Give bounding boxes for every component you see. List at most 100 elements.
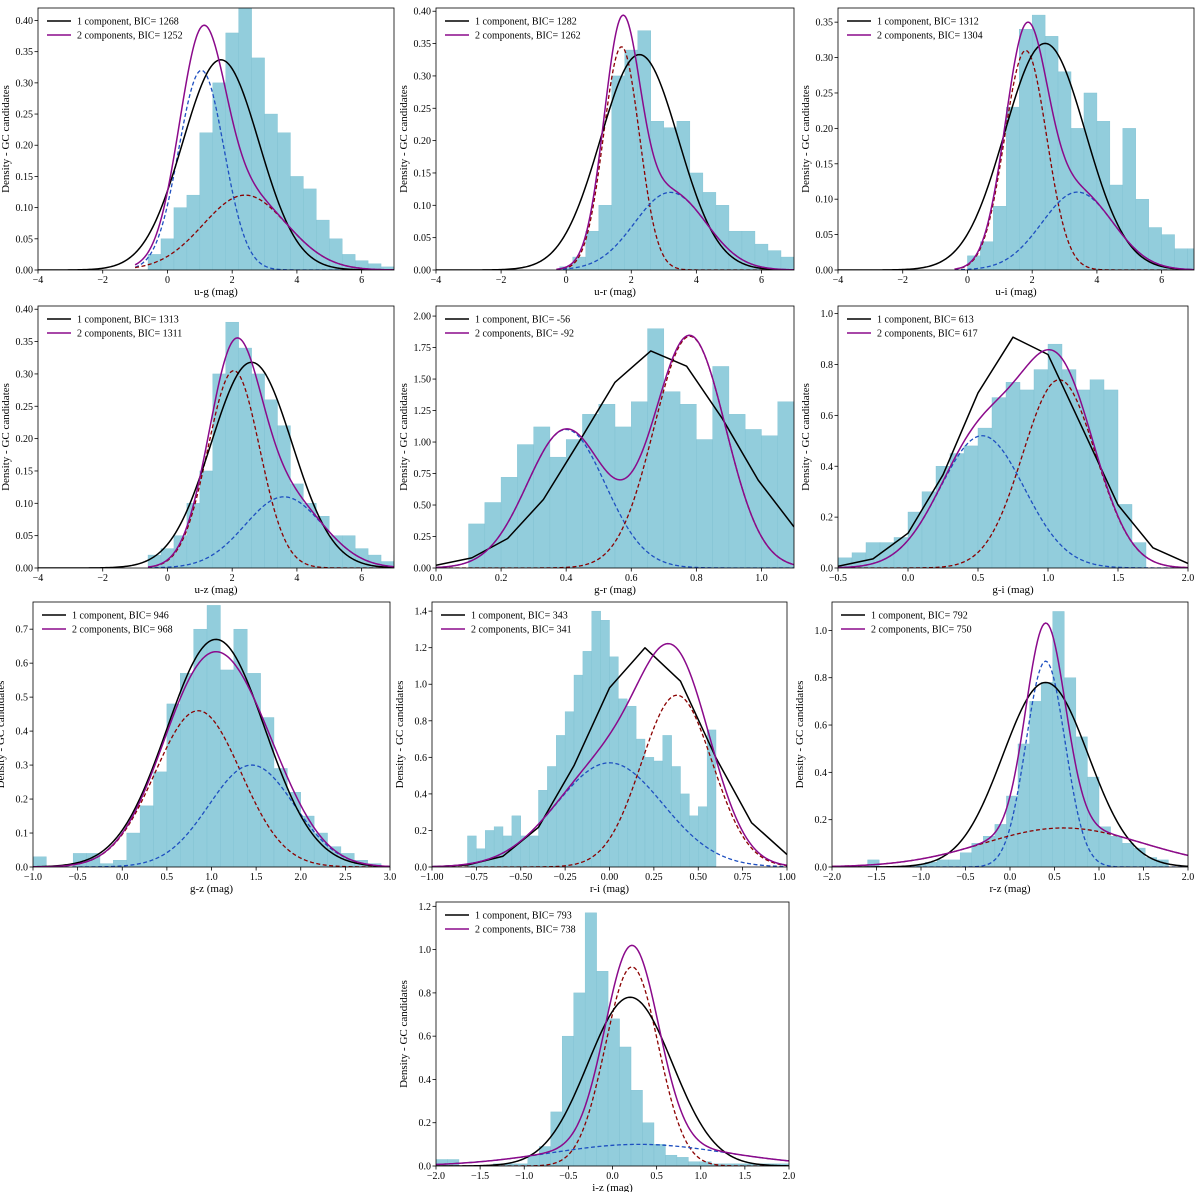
x-tick-label: 0.5 xyxy=(1048,872,1061,883)
y-tick-label: 0.00 xyxy=(816,266,834,277)
x-tick-label: 0.8 xyxy=(690,573,703,584)
y-tick-label: 0.05 xyxy=(16,531,34,542)
y-tick-label: 0.4 xyxy=(821,462,834,473)
y-tick-label: 0.75 xyxy=(414,469,432,480)
y-tick-label: 1.2 xyxy=(419,902,432,913)
x-tick-label: 0.75 xyxy=(734,872,752,883)
histogram-bar xyxy=(173,207,188,270)
plot-area xyxy=(38,321,394,568)
histogram-bar xyxy=(1040,682,1053,867)
x-tick-label: 0 xyxy=(165,275,170,286)
y-tick-label: 1.00 xyxy=(414,438,432,449)
x-tick-label: 2 xyxy=(230,573,235,584)
axes-frame xyxy=(37,7,395,271)
x-tick-label: 0.4 xyxy=(560,573,573,584)
histogram-bar xyxy=(186,194,201,270)
y-tick-label: 1.0 xyxy=(415,680,428,691)
y-tick-label: 0.40 xyxy=(16,16,34,27)
y-tick-label: 0.8 xyxy=(821,360,834,371)
x-tick-label: 6 xyxy=(359,573,364,584)
x-tick-label: 2.0 xyxy=(783,1171,796,1182)
y-tick-label: 1.4 xyxy=(415,607,428,618)
legend-label-two-components: 2 components, BIC= 968 xyxy=(72,625,173,636)
histogram-bar xyxy=(679,404,697,568)
x-tick-label: −4 xyxy=(431,275,442,286)
y-tick-label: 0.2 xyxy=(16,795,29,806)
x-tick-label: −0.5 xyxy=(956,872,974,883)
y-tick-label: 0.2 xyxy=(821,513,834,524)
legend: 1 component, BIC= 613 2 components, BIC= … xyxy=(847,315,978,340)
y-axis-label: Density - GC candidates xyxy=(800,85,812,193)
histogram-bar xyxy=(662,735,672,867)
x-axis-label: r-i (mag) xyxy=(590,883,630,895)
histogram-bar xyxy=(538,790,548,867)
histogram-bar xyxy=(139,805,154,867)
histogram-bar xyxy=(225,321,239,568)
histogram-bar xyxy=(688,1161,701,1166)
x-tick-label: 6 xyxy=(359,275,364,286)
y-axis-label: Density - GC candidates xyxy=(398,383,410,491)
x-tick-label: −2 xyxy=(496,275,507,286)
component-blue-dashed-curve xyxy=(148,496,394,568)
y-tick-label: 0.00 xyxy=(16,266,34,277)
histogram-bar xyxy=(1110,836,1123,867)
y-tick-label: 0.40 xyxy=(414,7,432,18)
x-tick-label: 2 xyxy=(230,275,235,286)
histogram-bar xyxy=(872,260,885,270)
y-axis-label: Density - GC candidates xyxy=(800,383,812,491)
legend-label-one-component: 1 component, BIC= 613 xyxy=(877,315,974,326)
x-tick-label: 1.5 xyxy=(250,872,263,883)
histogram-bar xyxy=(1006,795,1019,867)
y-axis-label: Density - GC candidates xyxy=(0,681,7,789)
x-tick-label: 6 xyxy=(759,275,764,286)
y-tick-label: 0.0 xyxy=(815,863,828,874)
histogram-bar xyxy=(153,771,168,867)
histogram-bar xyxy=(1096,121,1111,270)
y-tick-label: 0.8 xyxy=(419,988,432,999)
histogram-bar xyxy=(630,1090,643,1166)
y-tick-label: 0.05 xyxy=(414,233,432,244)
histogram-bar xyxy=(793,263,794,270)
component-blue-dashed-curve xyxy=(556,191,794,270)
y-tick-label: 0.0 xyxy=(16,863,29,874)
y-axis-label: Density - GC candidates xyxy=(0,85,12,193)
histogram-bar xyxy=(627,705,637,867)
axes-frame xyxy=(435,7,795,271)
histogram-bar xyxy=(618,698,628,867)
one-component-curve xyxy=(838,336,1188,568)
histogram-bar xyxy=(598,205,612,270)
histogram-bar xyxy=(1117,504,1133,568)
legend-label-one-component: 1 component, BIC= 1312 xyxy=(877,17,979,28)
legend-label-two-components: 2 components, BIC= 1304 xyxy=(877,31,983,42)
histogram-bar xyxy=(980,241,994,270)
legend-label-one-component: 1 component, BIC= 1268 xyxy=(77,17,179,28)
y-tick-label: 1.50 xyxy=(414,375,432,386)
legend: 1 component, BIC= 343 2 components, BIC= … xyxy=(441,611,572,636)
histogram-bar xyxy=(582,651,592,867)
x-tick-label: −2.0 xyxy=(427,1171,445,1182)
histogram-bar xyxy=(1019,389,1035,568)
y-tick-label: 0.2 xyxy=(419,1118,432,1129)
x-tick-label: 2 xyxy=(1030,275,1035,286)
one-component-curve xyxy=(436,350,794,566)
legend-label-two-components: 2 components, BIC= -92 xyxy=(475,329,574,340)
histogram-bar xyxy=(533,426,551,568)
y-tick-label: 0.4 xyxy=(415,789,428,800)
histogram-bar xyxy=(572,256,586,270)
histogram-bar xyxy=(342,535,356,568)
y-tick-label: 0.20 xyxy=(816,124,834,135)
x-tick-label: −2.0 xyxy=(823,872,841,883)
y-tick-label: 0.00 xyxy=(16,564,34,575)
two-components-curve xyxy=(436,944,789,1166)
legend-label-one-component: 1 component, BIC= 1282 xyxy=(475,17,577,28)
y-tick-label: 0.3 xyxy=(16,761,29,772)
histogram-bar xyxy=(329,535,343,568)
legend-label-two-components: 2 components, BIC= 1262 xyxy=(475,31,581,42)
x-axis-label: g-r (mag) xyxy=(594,584,636,596)
x-tick-label: 0.25 xyxy=(645,872,663,883)
histogram-bar xyxy=(676,1157,689,1166)
x-axis-label: u-g (mag) xyxy=(194,286,238,298)
one-component-curve xyxy=(432,647,787,867)
x-tick-label: 0.6 xyxy=(625,573,638,584)
y-tick-label: 0.05 xyxy=(16,234,34,245)
